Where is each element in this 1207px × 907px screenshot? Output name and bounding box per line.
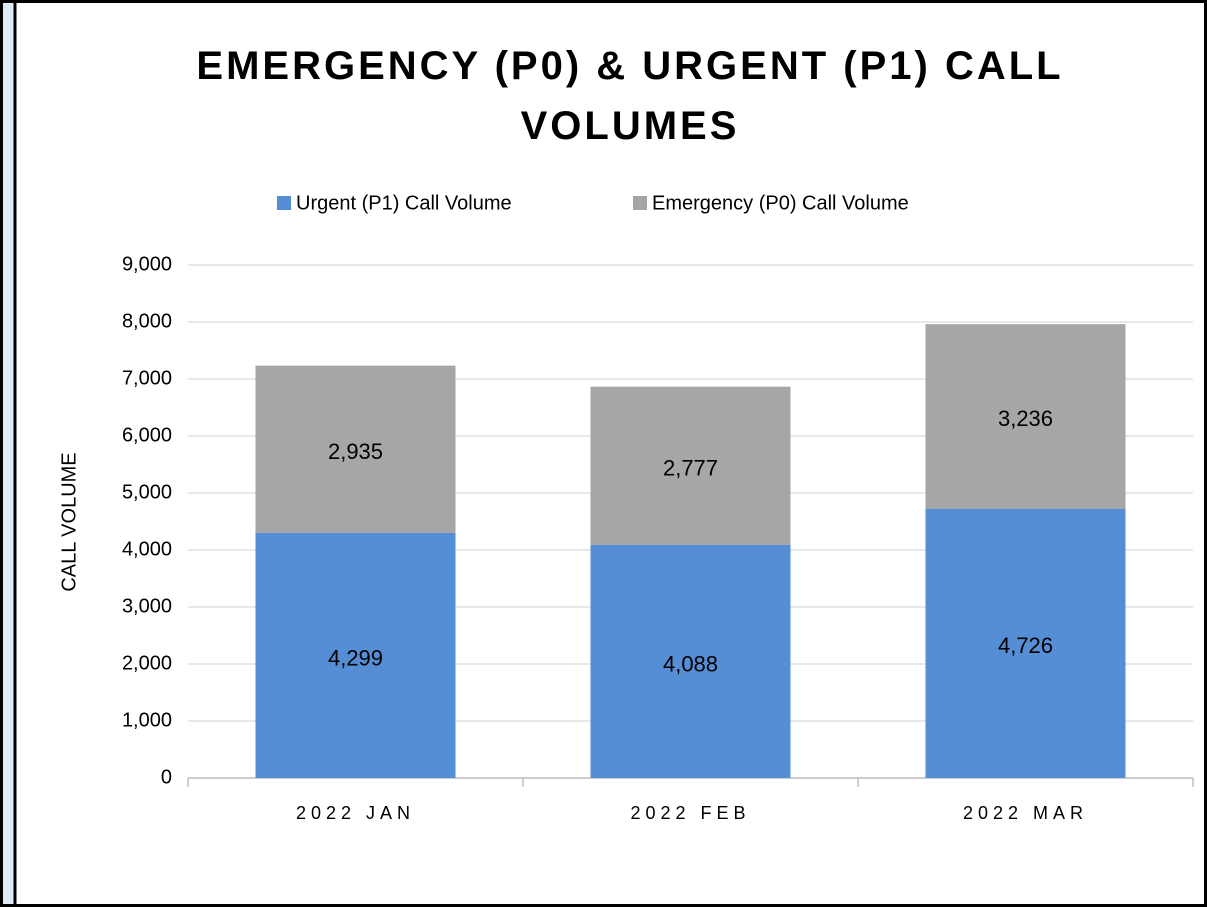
legend-label: Emergency (P0) Call Volume (652, 192, 909, 214)
data-label: 2,935 (328, 439, 383, 464)
data-label: 4,299 (328, 645, 383, 670)
data-label: 2,777 (663, 456, 718, 481)
y-axis-label: CALL VOLUME (58, 452, 80, 591)
x-tick-label: 2022 JAN (296, 803, 415, 823)
y-tick-label: 4,000 (122, 538, 172, 560)
side-strip (0, 0, 16, 907)
y-tick-label: 7,000 (122, 367, 172, 389)
chart-title: EMERGENCY (P0) & URGENT (P1) CALL VOLUME… (196, 44, 1064, 148)
data-label: 4,726 (998, 633, 1053, 658)
bar-segment (590, 386, 791, 545)
x-tick-label: 2022 FEB (630, 803, 750, 823)
y-tick-label: 0 (161, 766, 172, 788)
bar-segment (590, 544, 791, 778)
bar-segment (925, 508, 1126, 778)
legend-swatch (633, 196, 647, 210)
legend-label: Urgent (P1) Call Volume (296, 192, 512, 214)
bar-segment (925, 324, 1126, 509)
legend-swatch (277, 196, 291, 210)
y-tick-label: 9,000 (122, 253, 172, 275)
y-tick-label: 1,000 (122, 709, 172, 731)
data-label: 3,236 (998, 406, 1053, 431)
y-tick-label: 5,000 (122, 481, 172, 503)
data-label: 4,088 (663, 651, 718, 676)
x-tick-label: 2022 MAR (963, 803, 1088, 823)
y-tick-label: 3,000 (122, 595, 172, 617)
y-tick-label: 2,000 (122, 652, 172, 674)
bar-segment (255, 532, 456, 778)
y-tick-label: 8,000 (122, 310, 172, 332)
y-tick-label: 6,000 (122, 424, 172, 446)
bar-segment (255, 365, 456, 533)
